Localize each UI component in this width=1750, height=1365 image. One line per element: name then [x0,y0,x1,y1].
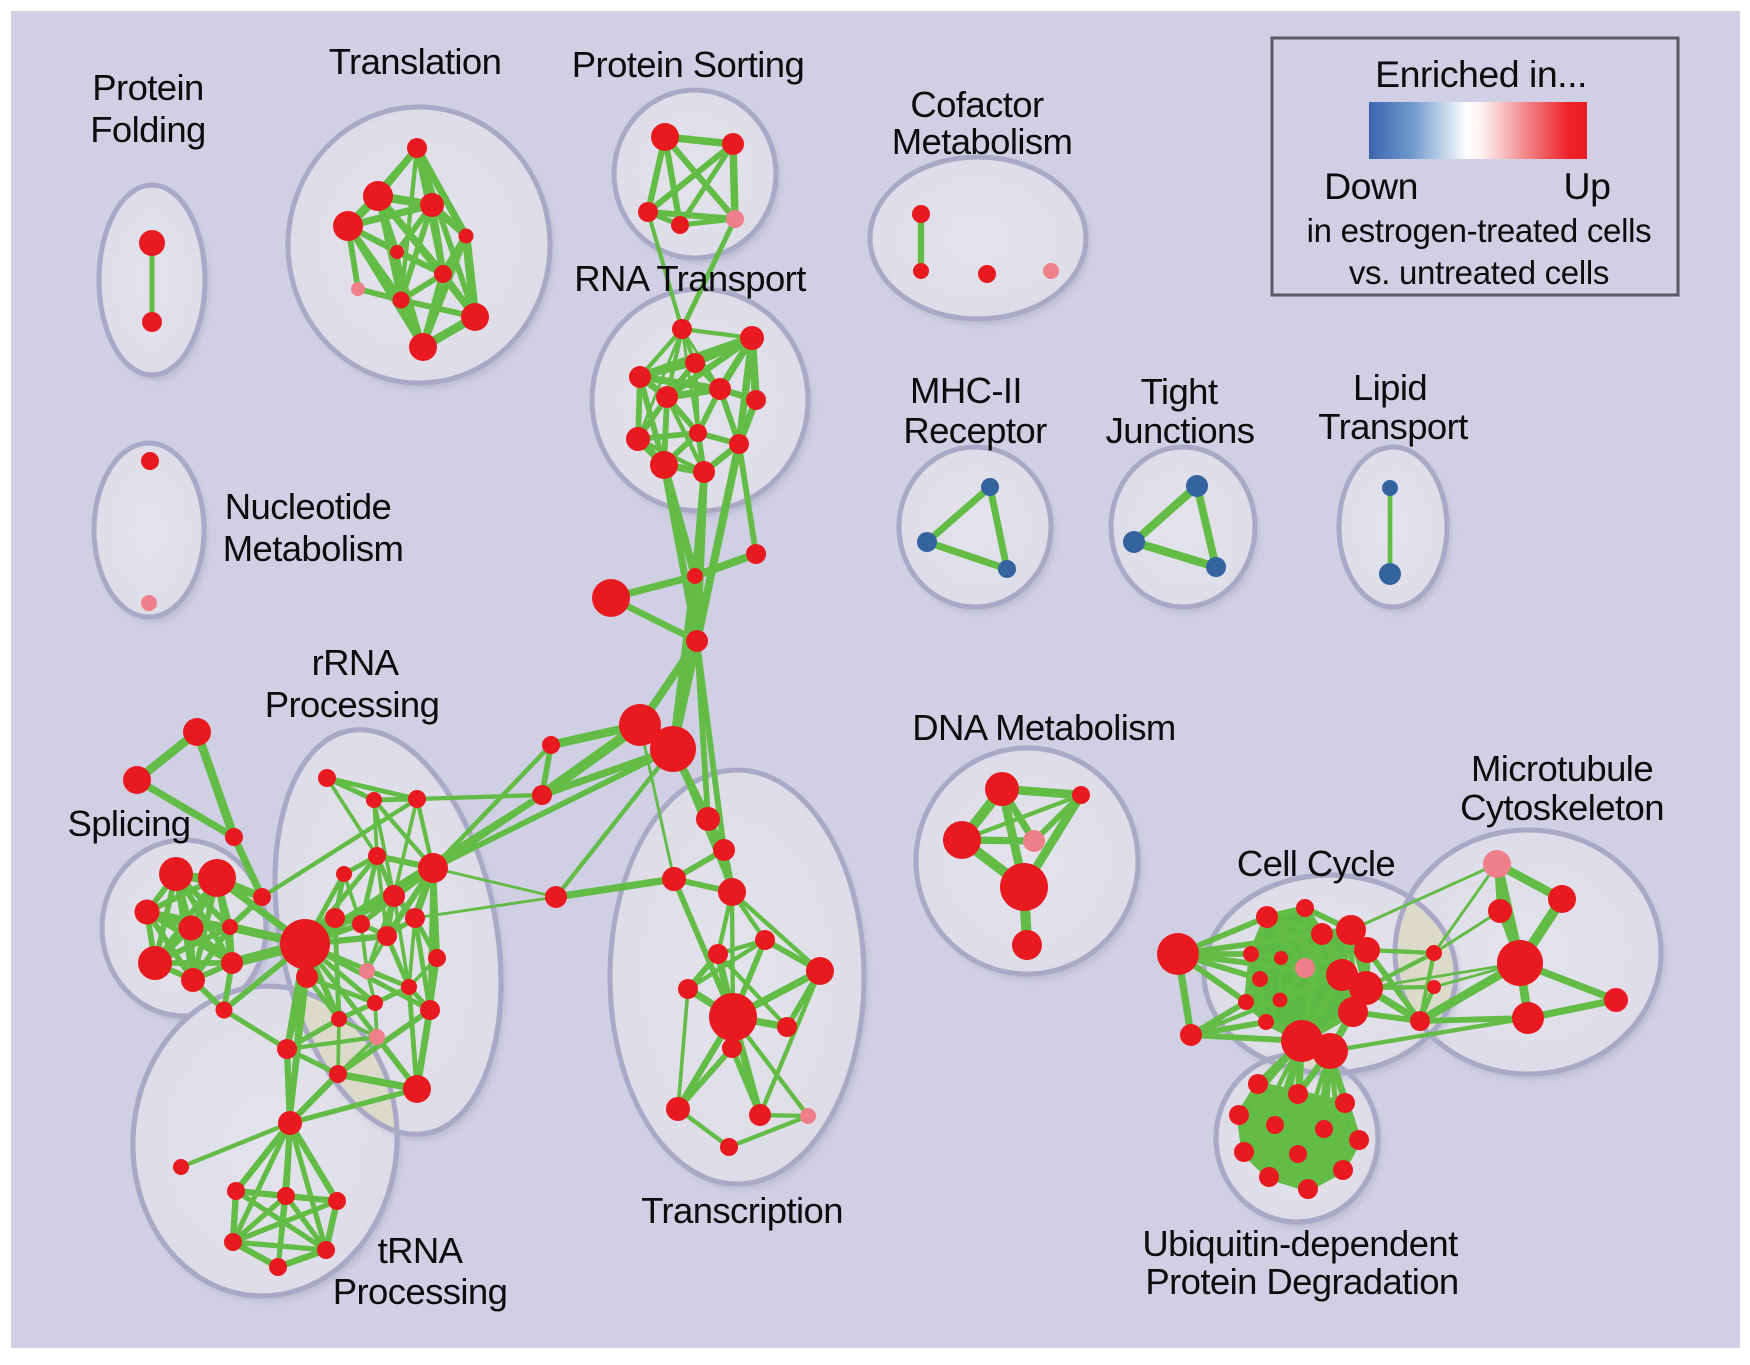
svg-text:tRNA: tRNA [378,1230,464,1271]
svg-text:Processing: Processing [333,1271,508,1312]
svg-text:Metabolism: Metabolism [223,528,404,569]
svg-text:Protein: Protein [92,67,203,108]
svg-text:Lipid: Lipid [1353,367,1427,408]
svg-text:Transcription: Transcription [641,1190,843,1231]
svg-text:Down: Down [1324,165,1418,207]
svg-text:Transport: Transport [1318,406,1468,447]
svg-text:Cofactor: Cofactor [910,84,1044,125]
svg-text:Up: Up [1564,165,1611,207]
svg-text:Ubiquitin-dependent: Ubiquitin-dependent [1142,1223,1458,1264]
svg-text:Microtubule: Microtubule [1471,748,1653,789]
svg-text:MHC-II: MHC-II [910,370,1022,411]
svg-text:Cytoskeleton: Cytoskeleton [1460,787,1664,828]
svg-text:rRNA: rRNA [312,642,400,683]
svg-text:Tight: Tight [1141,371,1218,412]
svg-text:Metabolism: Metabolism [892,121,1073,162]
svg-text:DNA Metabolism: DNA Metabolism [912,707,1175,748]
svg-text:Splicing: Splicing [67,803,190,844]
svg-text:Cell Cycle: Cell Cycle [1237,843,1395,884]
svg-text:Junctions: Junctions [1106,410,1255,451]
svg-text:Enriched in...: Enriched in... [1375,53,1587,95]
svg-text:in estrogen-treated cells: in estrogen-treated cells [1307,212,1652,249]
svg-text:Protein Degradation: Protein Degradation [1145,1261,1458,1302]
svg-text:Protein Sorting: Protein Sorting [572,44,804,85]
svg-text:vs. untreated cells: vs. untreated cells [1349,254,1609,291]
svg-text:Processing: Processing [265,684,440,725]
svg-text:RNA Transport: RNA Transport [574,258,806,299]
svg-text:Nucleotide: Nucleotide [225,486,391,527]
svg-text:Folding: Folding [90,109,206,150]
svg-text:Translation: Translation [329,41,502,82]
svg-text:Receptor: Receptor [903,410,1047,451]
